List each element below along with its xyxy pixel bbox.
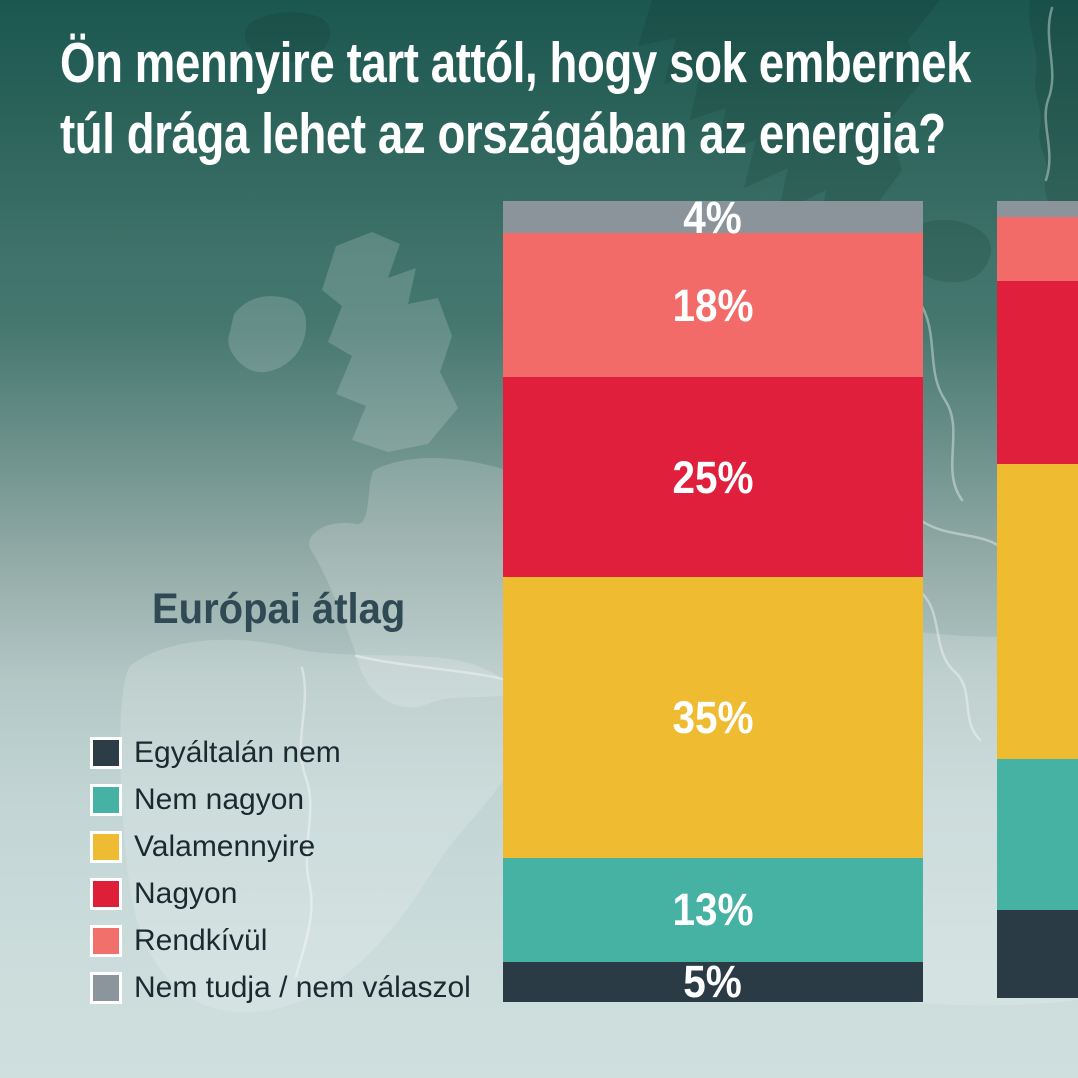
legend-swatch-egyaltalan-nem [90,737,122,769]
segment-value-label: 5% [683,956,743,1008]
legend-item-nagyon: Nagyon [90,878,471,910]
category-label: Európai átlag [152,585,406,633]
map-border-central-3 [916,588,982,742]
bar-segment-nem-nagyon [997,758,1078,911]
chart-title: Ön mennyire tart attól, hogy sok emberne… [60,28,971,170]
legend-item-egyaltalan-nem: Egyáltalán nem [90,737,471,769]
stacked-bar-partial-right [997,201,1078,998]
bar-segment-rendkivul [997,216,1078,281]
legend-swatch-nem-tudja [90,972,122,1004]
legend-label: Nagyon [134,877,238,910]
legend-swatch-nem-nagyon [90,784,122,816]
bar-segment-nem-tudja [997,201,1078,217]
legend-item-rendkivul: Rendkívül [90,925,471,957]
bar-segment-rendkivul: 18% [503,233,923,378]
segment-value-label: 25% [672,451,754,503]
map-border-portugal-spain [294,666,313,978]
legend-label: Nem tudja / nem válaszol [134,971,471,1004]
legend-label: Egyáltalán nem [134,736,341,769]
bar-segment-egyaltalan-nem: 5% [503,956,923,1008]
map-border-central-2 [918,518,1007,552]
map-border-central-1 [916,298,964,502]
legend-label: Valamennyire [134,830,316,863]
map-great-britain [322,232,458,452]
map-river-sweden [1044,6,1054,182]
legend-swatch-nagyon [90,878,122,910]
bar-segment-egyaltalan-nem [997,910,1078,998]
bar-segment-nem-tudja: 4% [503,195,923,240]
bar-segment-nem-nagyon: 13% [503,857,923,962]
bar-segment-nagyon: 25% [503,377,923,578]
legend-item-nem-nagyon: Nem nagyon [90,784,471,816]
stacked-bar-europai-atlag: 4% 18% 25% 35% 13% 5% [503,195,923,1008]
segment-value-label: 13% [672,884,754,936]
legend-label: Nem nagyon [134,783,305,816]
segment-value-label: 4% [683,191,743,243]
map-scandinavia [590,0,940,238]
map-sweden-south [909,219,992,283]
legend-swatch-rendkivul [90,925,122,957]
legend: Egyáltalán nem Nem nagyon Valamennyire N… [90,737,471,1019]
legend-item-valamennyire: Valamennyire [90,831,471,863]
map-iceland [244,12,331,63]
chart-title-line-2: túl drága lehet az országában az energia… [60,102,946,166]
bar-segment-valamennyire [997,463,1078,759]
legend-label: Rendkívül [134,924,268,957]
map-iberia [120,639,523,1013]
legend-item-nem-tudja: Nem tudja / nem válaszol [90,972,471,1004]
chart-title-line-1: Ön mennyire tart attól, hogy sok emberne… [60,31,972,95]
bar-segment-valamennyire: 35% [503,577,923,858]
segment-value-label: 18% [672,279,754,331]
legend-swatch-valamennyire [90,831,122,863]
map-ireland [228,296,307,373]
map-baltic-corner [1029,0,1078,216]
bar-segment-nagyon [997,280,1078,464]
map-border-lines [294,6,1054,978]
segment-value-label: 35% [672,692,754,744]
